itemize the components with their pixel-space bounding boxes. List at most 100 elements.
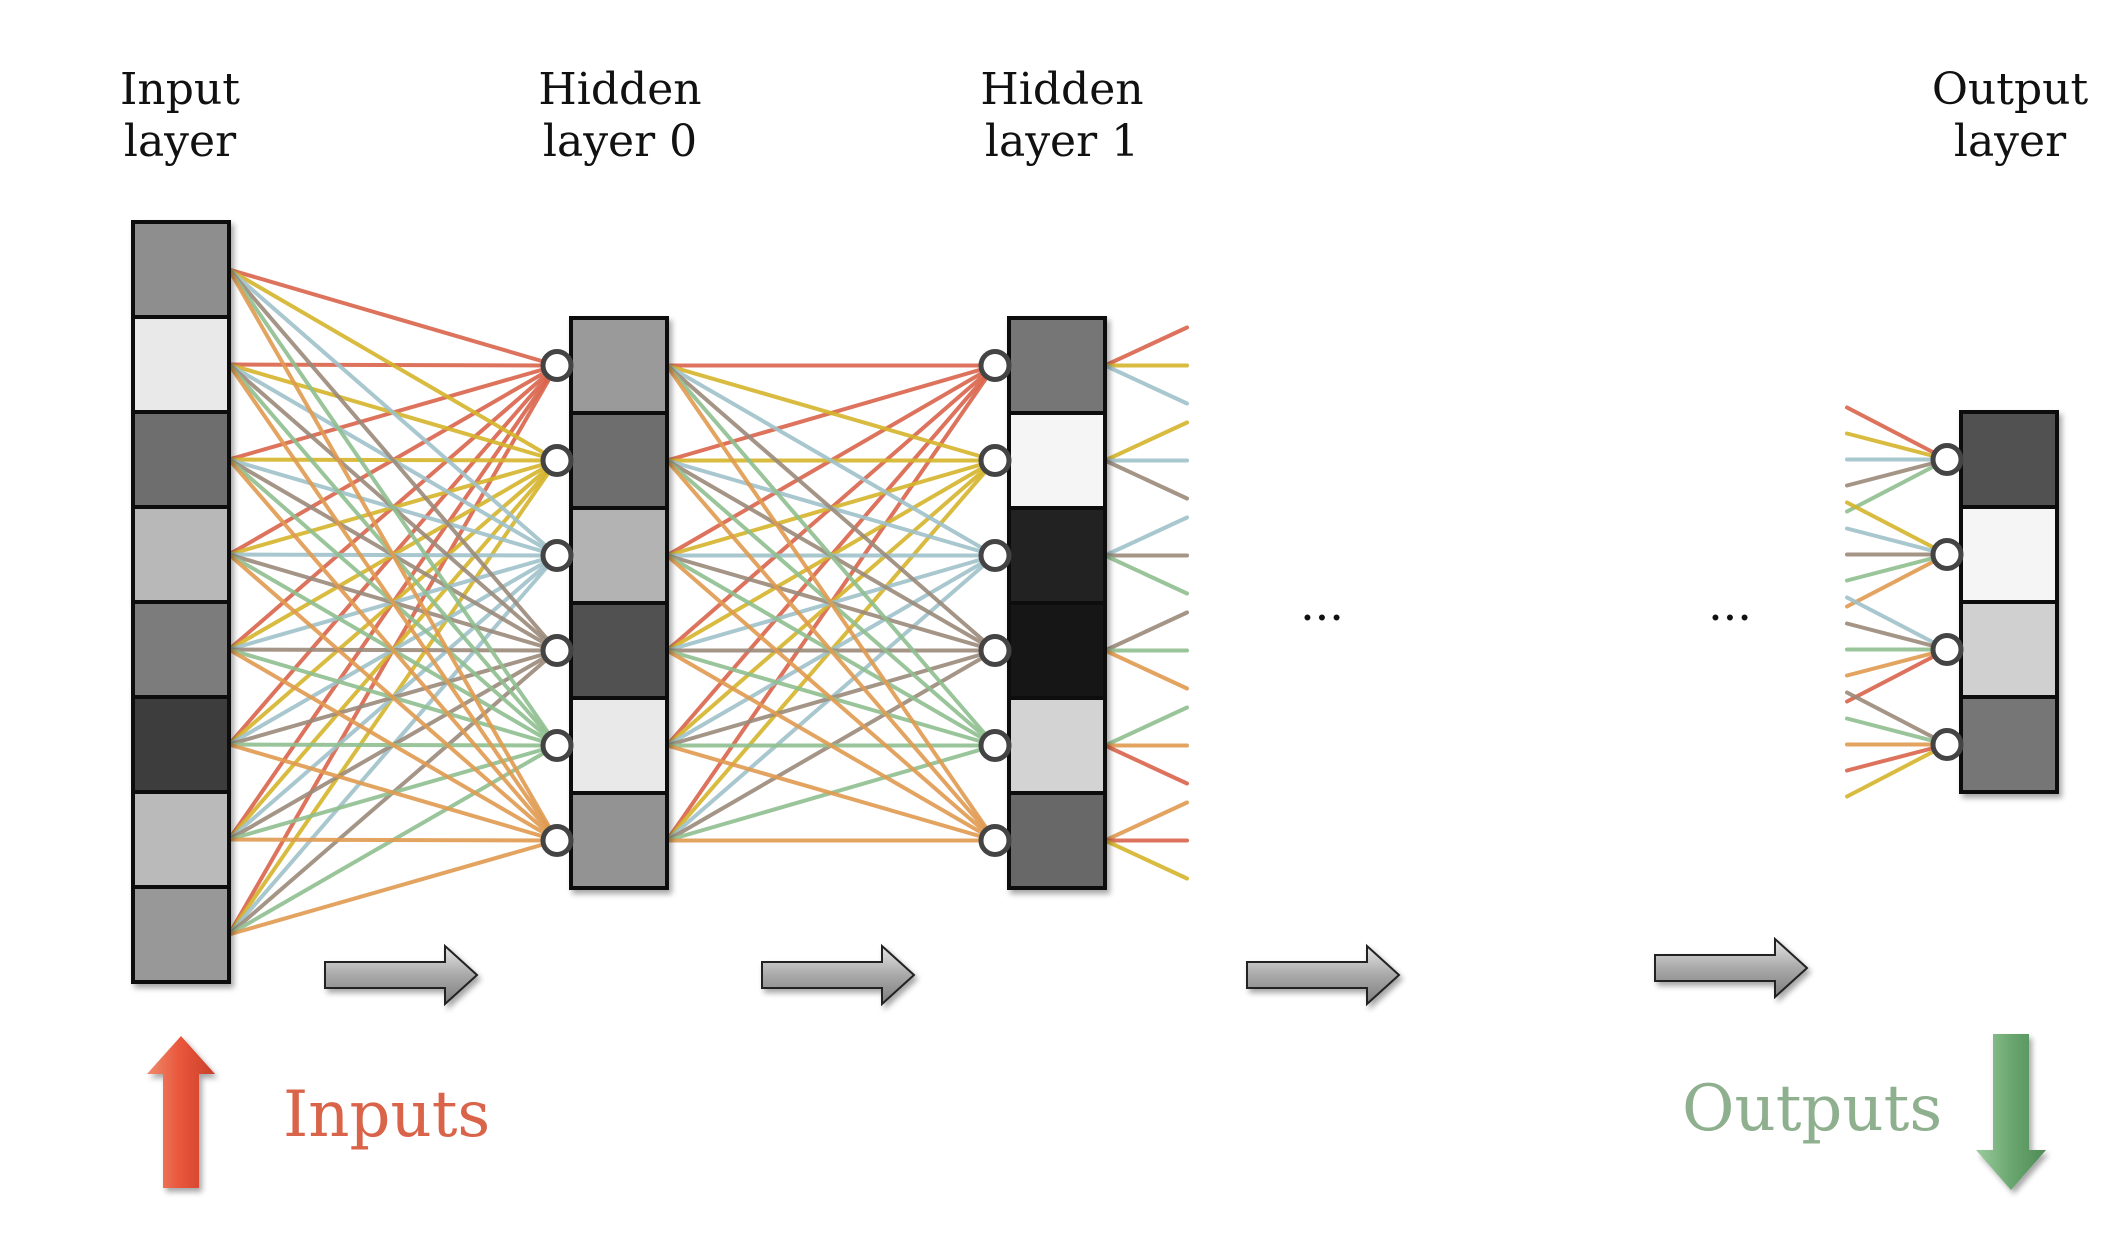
ellipsis-middle: ... [1300,577,1344,631]
connection-line [227,267,559,748]
connection-line [1103,420,1189,463]
connection-line [227,267,559,653]
hidden0-unit-cell [569,601,669,700]
connection-line [1845,647,1949,678]
hidden1-node-circle [978,349,1012,382]
flow-arrow-1 [324,943,479,1007]
connection-line [1845,457,1949,514]
output-layer-title-line2: layer [1954,116,2067,167]
connection-line [665,363,997,748]
inputs-label: Inputs [283,1078,490,1152]
connection-line [227,837,559,843]
connection-line [665,458,997,843]
hidden1-node-circle [978,539,1012,572]
connection-line [227,267,559,843]
connection-line [665,363,997,843]
connection-line [1103,325,1189,368]
input-unit-cell [131,695,231,794]
output-unit-cell [1959,410,2059,509]
hidden1-node-circle [978,444,1012,477]
output-unit-cell [1959,600,2059,699]
connection-line [227,267,559,368]
connections [227,267,1949,937]
node-circles [540,349,1964,857]
connection-line [1103,648,1189,691]
input-unit-cell [131,220,231,319]
connection-line [227,647,559,843]
hidden1-layer-title-line1: Hidden [980,64,1143,115]
connection-line [1845,690,1949,747]
flow-arrow-4 [1654,936,1809,1000]
hidden0-layer-title-line1: Hidden [538,64,701,115]
layer-columns [131,220,2059,984]
hidden0-node-circle [540,634,574,667]
hidden0-unit-cell [569,791,669,890]
hidden1-unit-cell [1007,791,1107,890]
hidden0-unit-cell [569,696,669,795]
connection-line [665,363,997,653]
connection-line [227,267,559,463]
connection-line [1845,405,1949,462]
hidden1-unit-cell [1007,411,1107,510]
connection-line [1845,647,1949,704]
connection-line [1845,742,1949,799]
connection-line [1103,743,1189,786]
connection-line [1845,552,1949,609]
connection-line [1845,500,1949,557]
outputs-down-arrow-icon [1976,1034,2046,1190]
connection-line [1845,526,1949,557]
input-layer-title-line1: Input [120,64,240,115]
connection-line [1103,458,1189,501]
output-layer-column [1959,410,2059,794]
connection-line [1845,621,1949,652]
output-node-circle [1930,443,1964,476]
connection-line [227,552,559,843]
connection-line [1845,552,1949,583]
input-unit-cell [131,885,231,984]
hidden0-unit-cell [569,316,669,415]
hidden1-unit-cell [1007,601,1107,700]
connection-line [1845,716,1949,747]
hidden0-node-circle [540,539,574,572]
hidden0-unit-cell [569,411,669,510]
hidden1-unit-cell [1007,506,1107,605]
hidden1-node-circle [978,824,1012,857]
connection-line [1103,553,1189,596]
connection-line [1845,595,1949,652]
hidden1-layer-title-line2: layer 1 [985,116,1139,167]
hidden0-node-circle [540,349,574,382]
ellipsis-right: ... [1708,577,1752,631]
flow-arrow-3 [1246,943,1401,1007]
connection-line [1103,515,1189,558]
hidden0-node-circle [540,824,574,857]
output-unit-cell [1959,505,2059,604]
input-unit-cell [131,600,231,699]
connection-line [227,838,559,937]
connection-line [665,363,997,463]
connection-line [227,742,559,843]
output-layer-title-line1: Output [1932,64,2089,115]
connection-line [1103,800,1189,843]
connection-line [1103,838,1189,881]
flow-arrows [324,936,1809,1007]
input-unit-cell [131,410,231,509]
inputs-up-arrow-icon [147,1036,215,1188]
connection-line [1103,705,1189,748]
input-unit-cell [131,790,231,889]
connection-line [665,553,997,843]
hidden1-node-circle [978,634,1012,667]
hidden0-node-circle [540,444,574,477]
flow-arrow-2 [761,943,916,1007]
output-unit-cell [1959,695,2059,794]
connection-line [227,267,559,558]
connection-line [1845,742,1949,773]
hidden0-layer-title-line2: layer 0 [543,116,697,167]
hidden1-unit-cell [1007,696,1107,795]
hidden1-layer-column [1007,316,1107,890]
hidden0-unit-cell [569,506,669,605]
hidden1-node-circle [978,729,1012,762]
input-unit-cell [131,505,231,604]
outputs-label: Outputs [1682,1072,1942,1146]
connection-line [1845,457,1949,488]
